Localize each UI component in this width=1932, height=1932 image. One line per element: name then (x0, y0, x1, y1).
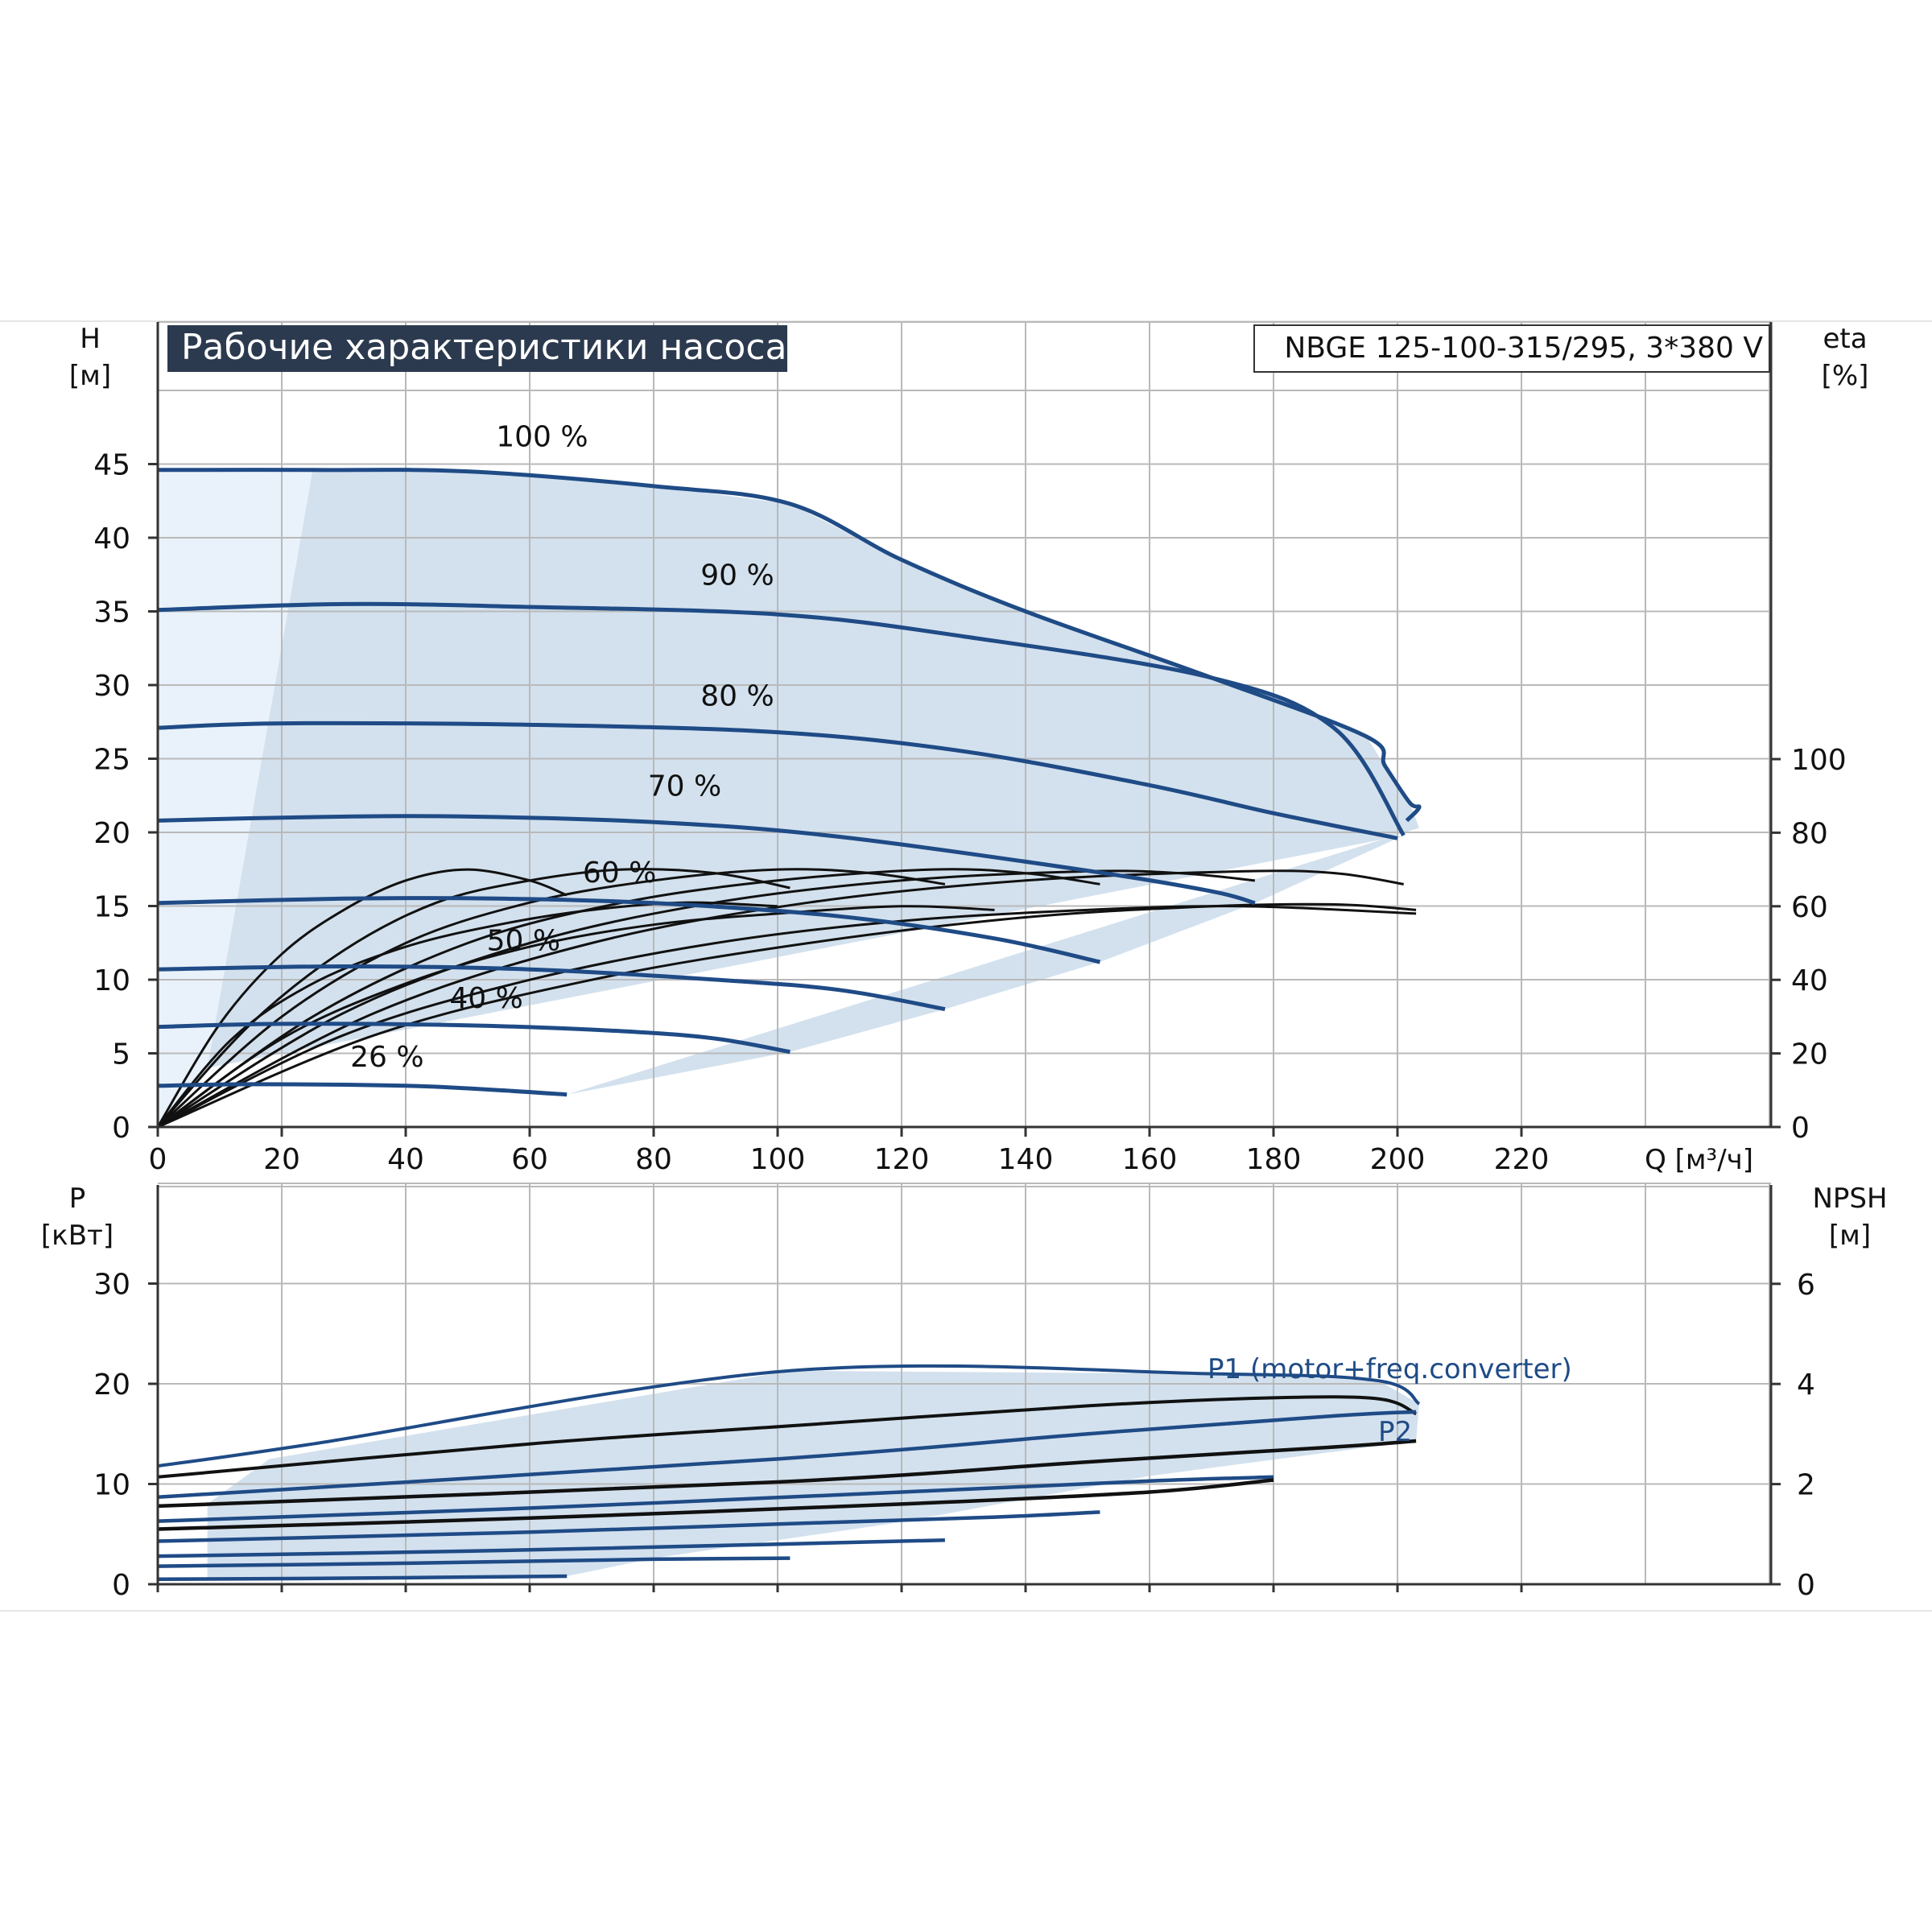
npsh-label: NPSH (1812, 1183, 1887, 1215)
power-y-tick-label: 30 (93, 1269, 130, 1302)
x-tick-label: 160 (1122, 1143, 1178, 1176)
head-curve (157, 1022, 791, 1055)
power-curve (157, 1410, 1417, 1499)
x-tick-label: 60 (511, 1143, 548, 1176)
npsh-tick-label: 0 (1797, 1569, 1815, 1602)
head-y-tick-label: 0 (112, 1112, 130, 1145)
head-curve (157, 896, 1100, 964)
x-tick-label: 100 (750, 1143, 806, 1176)
efficiency-curve (157, 905, 995, 1129)
eta-label: eta (1823, 323, 1867, 355)
head-y-tick-label: 25 (93, 744, 130, 777)
head-curve (157, 720, 1398, 840)
power-y-label: P (69, 1183, 86, 1215)
x-tick-label: 200 (1370, 1143, 1426, 1176)
eta-tick-label: 80 (1791, 817, 1828, 850)
npsh-tick-label: 2 (1797, 1469, 1815, 1502)
power-curve (157, 1556, 791, 1568)
chart-title: Рабочие характеристики насоса (181, 327, 786, 368)
head-y-tick-label: 15 (93, 891, 130, 924)
head-curve-label: 80 % (700, 680, 774, 713)
power-curve (157, 1395, 1418, 1479)
power-curve (157, 1364, 1421, 1468)
model-box (1253, 324, 1770, 373)
head-panel: 100 % 90 % 80 % 70 % 60 % 50 % 40 % 26 % 0 5 10 15… (93, 321, 1847, 1176)
head-curves (157, 468, 1422, 1097)
power-curve (157, 1439, 1417, 1509)
power-y-unit: [кВт] (41, 1220, 114, 1252)
head-y-tick-label: 20 (93, 817, 130, 850)
p2-annotation: P2 (1378, 1416, 1412, 1448)
head-curve-label: 40 % (449, 982, 522, 1015)
efficiency-curve (157, 869, 1404, 1129)
x-tick-label: 220 (1494, 1143, 1550, 1176)
power-axes: 0 10 20 30 0 2 4 6 (93, 1185, 1815, 1602)
head-y-unit: [м] (69, 360, 111, 392)
npsh-tick-label: 4 (1797, 1368, 1815, 1402)
power-curve (157, 1475, 1274, 1523)
head-curve-label: 100 % (496, 421, 588, 454)
head-curve (157, 601, 1406, 837)
eta-tick-label: 100 (1791, 744, 1847, 777)
eta-unit: [%] (1822, 360, 1869, 392)
power-panel: 0 10 20 30 0 2 4 6 (93, 1183, 1815, 1602)
head-curve-label: 60 % (583, 857, 656, 890)
eta-tick-label: 0 (1791, 1112, 1810, 1145)
head-curve (157, 964, 946, 1012)
head-curve-labels: 100 % 90 % 80 % 70 % 60 % 50 % 40 % 26 % (350, 421, 774, 1074)
eta-tick-label: 20 (1791, 1038, 1828, 1071)
npsh-unit: [м] (1829, 1220, 1871, 1252)
title-box (167, 325, 787, 372)
head-curve (157, 1082, 568, 1097)
head-y-tick-label: 45 (93, 449, 130, 482)
eta-tick-label: 60 (1791, 891, 1828, 924)
eta-tick-label: 40 (1791, 964, 1828, 997)
envelope-operating-range (207, 469, 1419, 1095)
npsh-tick-label: 6 (1797, 1269, 1815, 1302)
power-y-tick-label: 0 (112, 1569, 130, 1602)
power-curve (157, 1574, 568, 1582)
head-curve-label: 90 % (700, 559, 774, 592)
x-tick-label: 120 (874, 1143, 930, 1176)
efficiency-curve (157, 868, 1100, 1129)
head-y-tick-label: 30 (93, 670, 130, 703)
head-curve-label: 70 % (648, 770, 721, 803)
power-y-tick-label: 10 (93, 1469, 130, 1502)
x-tick-label: 80 (635, 1143, 672, 1176)
bottom-divider (0, 1610, 1932, 1612)
power-y-tick-label: 20 (93, 1368, 130, 1402)
power-curve (157, 1478, 1274, 1531)
head-curve-label: 50 % (487, 924, 560, 957)
head-y-tick-label: 5 (112, 1038, 130, 1071)
efficiency-curve (157, 868, 946, 1129)
head-curve (157, 814, 1256, 906)
model-label: NBGE 125-100-315/295, 3*380 V (1284, 332, 1763, 365)
power-curves (157, 1364, 1421, 1582)
head-curve-label: 26 % (350, 1041, 423, 1074)
envelope-low-flow (158, 469, 313, 1127)
power-curve (157, 1510, 1100, 1543)
x-tick-label: 140 (998, 1143, 1054, 1176)
x-tick-label: 20 (263, 1143, 300, 1176)
head-y-tick-label: 10 (93, 964, 130, 997)
x-axis-label: Q [м³/ч] (1645, 1144, 1753, 1176)
head-curve (157, 468, 1422, 823)
p1-annotation: P1 (motor+freq.converter) (1208, 1353, 1572, 1385)
power-grid (158, 1183, 1771, 1584)
power-envelope (207, 1370, 1419, 1579)
head-y-tick-label: 35 (93, 597, 130, 630)
efficiency-curve (157, 902, 1417, 1129)
x-tick-label: 180 (1246, 1143, 1302, 1176)
head-y-tick-label: 40 (93, 522, 130, 555)
x-tick-label: 0 (149, 1143, 167, 1176)
power-curve (157, 1538, 945, 1558)
head-y-label: H (80, 323, 101, 355)
efficiency-curve (157, 869, 1256, 1129)
x-tick-label: 40 (387, 1143, 424, 1176)
head-grid (158, 321, 1771, 1127)
